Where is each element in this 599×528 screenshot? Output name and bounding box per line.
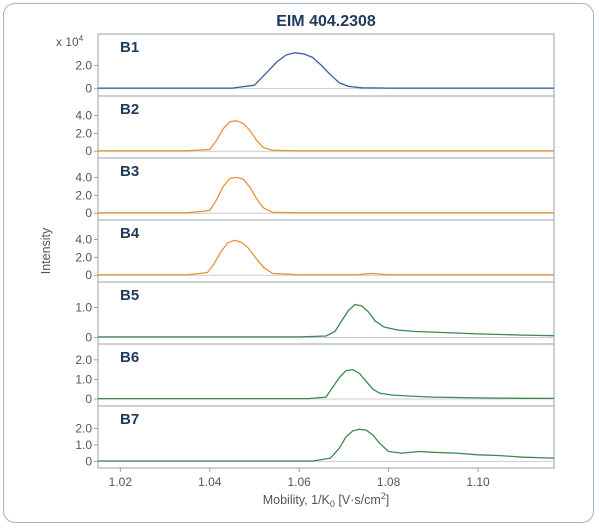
y-tick-label: 4.0 xyxy=(75,232,92,246)
y-tick-label: 1.0 xyxy=(75,438,92,452)
x-axis-label-unit-sup: 2 xyxy=(381,491,386,501)
y-tick-label: 2.0 xyxy=(75,421,92,435)
panel-label-b4: B4 xyxy=(120,225,140,242)
x-tick-label: 1.04 xyxy=(198,475,222,489)
y-tick-label: 2.0 xyxy=(75,126,92,140)
panel-b2: 0 2.0 4.0 B2 xyxy=(75,95,555,159)
y-tick-label: 0 xyxy=(85,392,92,406)
y-tick-label: 4.0 xyxy=(75,108,92,122)
x-tick-label: 1.08 xyxy=(377,475,401,489)
y-tick-label: 2.0 xyxy=(75,59,92,73)
series-line-b6 xyxy=(98,368,555,400)
y-tick-label: 0 xyxy=(85,206,92,220)
x-axis-label-main: Mobility, 1/K xyxy=(263,493,331,507)
panel-b6: 0 1.0 2.0 B6 xyxy=(75,343,555,407)
series-line-b5 xyxy=(98,303,555,338)
x-axis-label-sub: 0 xyxy=(330,499,335,509)
panel-label-b5: B5 xyxy=(120,287,139,304)
y-axis-label: Intensity xyxy=(39,227,53,274)
panel-label-b1: B1 xyxy=(120,39,139,56)
y-scale-note: x 104 xyxy=(56,34,84,49)
y-tick-label: 1.0 xyxy=(75,372,92,386)
series-line-b3 xyxy=(98,176,554,214)
panel-label-b6: B6 xyxy=(120,349,139,366)
y-tick-label: 4.0 xyxy=(75,170,92,184)
y-tick-label: 0 xyxy=(85,82,92,96)
x-tick-label: 1.02 xyxy=(109,475,133,489)
y-tick-label: 1.0 xyxy=(75,301,92,315)
chart-title: EIM 404.2308 xyxy=(276,13,376,30)
y-tick-label: 0 xyxy=(85,268,92,282)
x-axis-label-end: ] xyxy=(386,493,389,507)
y-scale-note-exponent: 4 xyxy=(79,34,84,43)
y-scale-note-base: x 10 xyxy=(56,35,79,49)
chart-svg: EIM 404.2308 x 104 Intensity 0 2.0 B1 0 2.0 4… xyxy=(39,13,555,509)
series-line-b4 xyxy=(98,239,554,276)
series-line-b7 xyxy=(98,428,555,462)
panel-b1: 0 2.0 B1 xyxy=(75,33,555,97)
panel-b3: 0 2.0 4.0 B3 xyxy=(75,157,555,221)
panel-b5: 0 1.0 B5 xyxy=(75,281,555,345)
panel-label-b2: B2 xyxy=(120,101,139,118)
series-line-b2 xyxy=(98,120,554,152)
y-tick-label: 0 xyxy=(85,331,92,345)
y-tick-label: 0 xyxy=(85,144,92,158)
x-tick-label: 1.10 xyxy=(466,475,490,489)
panel-frame xyxy=(97,405,555,469)
x-axis-label-unit: [V·s/cm xyxy=(335,493,381,507)
panel-frame xyxy=(97,157,555,221)
chart-card: EIM 404.2308 x 104 Intensity 0 2.0 B1 0 2.0 4… xyxy=(3,3,594,523)
panel-frame xyxy=(97,219,555,283)
x-axis-label: Mobility, 1/K0 [V·s/cm2] xyxy=(263,491,390,509)
panel-b7: 0 1.0 2.0 B7 xyxy=(75,405,555,469)
y-tick-label: 2.0 xyxy=(75,250,92,264)
panel-frame xyxy=(97,95,555,159)
y-tick-label: 2.0 xyxy=(75,188,92,202)
y-tick-label: 2.0 xyxy=(75,353,92,367)
x-axis: 1.02 1.04 1.06 1.08 1.10 xyxy=(109,468,490,489)
x-tick-label: 1.06 xyxy=(287,475,311,489)
panel-label-b3: B3 xyxy=(120,163,139,180)
y-tick-label: 0 xyxy=(85,454,92,468)
series-line-b1 xyxy=(98,52,554,89)
panel-label-b7: B7 xyxy=(120,411,139,428)
panel-b4: 0 2.0 4.0 B4 xyxy=(75,219,555,283)
panel-frame xyxy=(97,33,555,97)
